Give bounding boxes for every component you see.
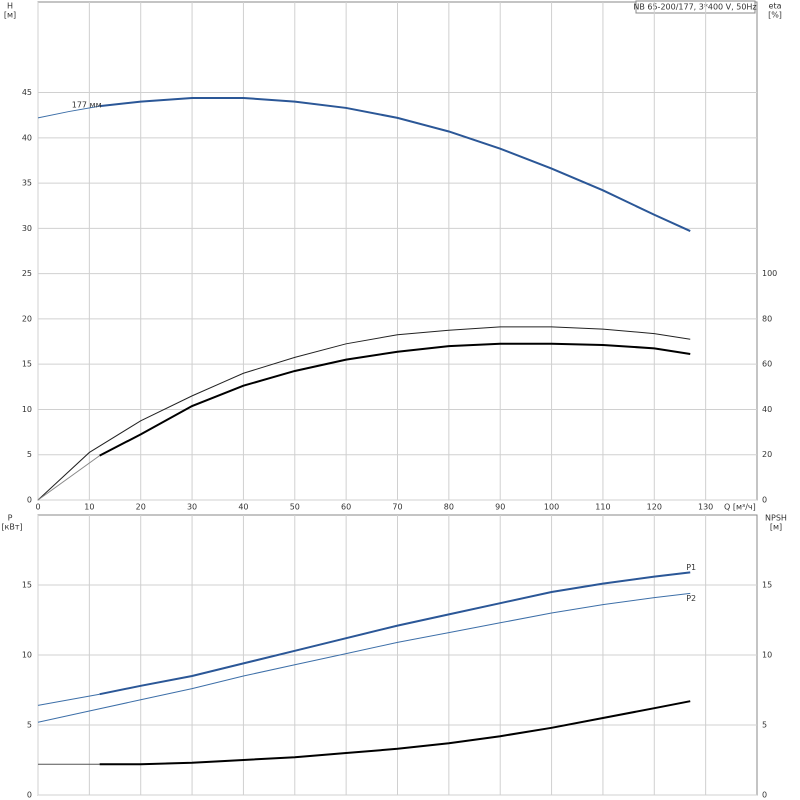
x-tick-label: 10 bbox=[84, 503, 94, 512]
y2-tick-label: 20 bbox=[762, 450, 772, 459]
y-tick-label: 0 bbox=[27, 496, 32, 505]
y-tick-label: 15 bbox=[22, 581, 32, 590]
y-tick-label: 45 bbox=[22, 88, 32, 97]
y-tick-label: 30 bbox=[22, 224, 32, 233]
x-tick-label: 80 bbox=[444, 503, 454, 512]
title-box bbox=[635, 0, 756, 14]
y2-tick-label: 100 bbox=[762, 269, 777, 278]
y2-tick-label: 80 bbox=[762, 314, 772, 323]
y-tick-label: 40 bbox=[22, 133, 32, 142]
y-tick-label: 20 bbox=[22, 314, 32, 323]
curve-label: P1 bbox=[686, 563, 696, 572]
curve-label: P2 bbox=[686, 594, 696, 603]
x-axis-label: Q [м³/ч] bbox=[724, 503, 756, 512]
x-tick-label: 100 bbox=[544, 503, 559, 512]
y2-axis-unit: [%] bbox=[768, 11, 782, 20]
y-axis-label: H bbox=[7, 2, 13, 11]
curve bbox=[99, 96, 691, 232]
y2-axis-label: eta bbox=[769, 2, 782, 11]
curve-label: 177 мм bbox=[72, 101, 102, 110]
y2-tick-label: 0 bbox=[762, 496, 767, 505]
y2-axis-label: NPSH bbox=[765, 514, 787, 523]
y2-tick-label: 15 bbox=[762, 581, 772, 590]
curve bbox=[99, 342, 691, 457]
y2-tick-label: 60 bbox=[762, 360, 772, 369]
y2-axis-unit: [м] bbox=[770, 523, 782, 532]
curve bbox=[37, 693, 100, 706]
curve bbox=[37, 455, 100, 501]
x-tick-label: 70 bbox=[392, 503, 402, 512]
y-tick-label: 0 bbox=[27, 791, 32, 800]
x-tick-label: 40 bbox=[238, 503, 248, 512]
y-axis-label: P bbox=[8, 514, 13, 523]
curve bbox=[37, 592, 691, 723]
x-tick-label: 110 bbox=[595, 503, 610, 512]
y2-tick-label: 10 bbox=[762, 651, 772, 660]
x-tick-label: 90 bbox=[495, 503, 505, 512]
x-tick-label: 130 bbox=[698, 503, 713, 512]
y-tick-label: 25 bbox=[22, 269, 32, 278]
y-axis-unit: [м] bbox=[4, 11, 16, 20]
x-tick-label: 30 bbox=[187, 503, 197, 512]
y-tick-label: 10 bbox=[22, 651, 32, 660]
y2-tick-label: 5 bbox=[762, 721, 767, 730]
x-tick-label: 50 bbox=[290, 503, 300, 512]
curve bbox=[37, 105, 100, 119]
curve bbox=[37, 326, 691, 501]
y-tick-label: 10 bbox=[22, 405, 32, 414]
chart-title: NB 65-200/177, 3*400 V, 50Hz bbox=[633, 3, 756, 12]
x-tick-label: 20 bbox=[136, 503, 146, 512]
y-tick-label: 5 bbox=[27, 721, 32, 730]
x-tick-label: 0 bbox=[35, 503, 40, 512]
curve bbox=[99, 700, 691, 766]
curve bbox=[99, 571, 691, 696]
y2-tick-label: 0 bbox=[762, 791, 767, 800]
y2-tick-label: 40 bbox=[762, 405, 772, 414]
x-tick-label: 60 bbox=[341, 503, 351, 512]
y-axis-unit: [кВт] bbox=[1, 523, 22, 532]
y-tick-label: 35 bbox=[22, 179, 32, 188]
y-tick-label: 15 bbox=[22, 360, 32, 369]
y-tick-label: 5 bbox=[27, 450, 32, 459]
x-tick-label: 120 bbox=[647, 503, 662, 512]
